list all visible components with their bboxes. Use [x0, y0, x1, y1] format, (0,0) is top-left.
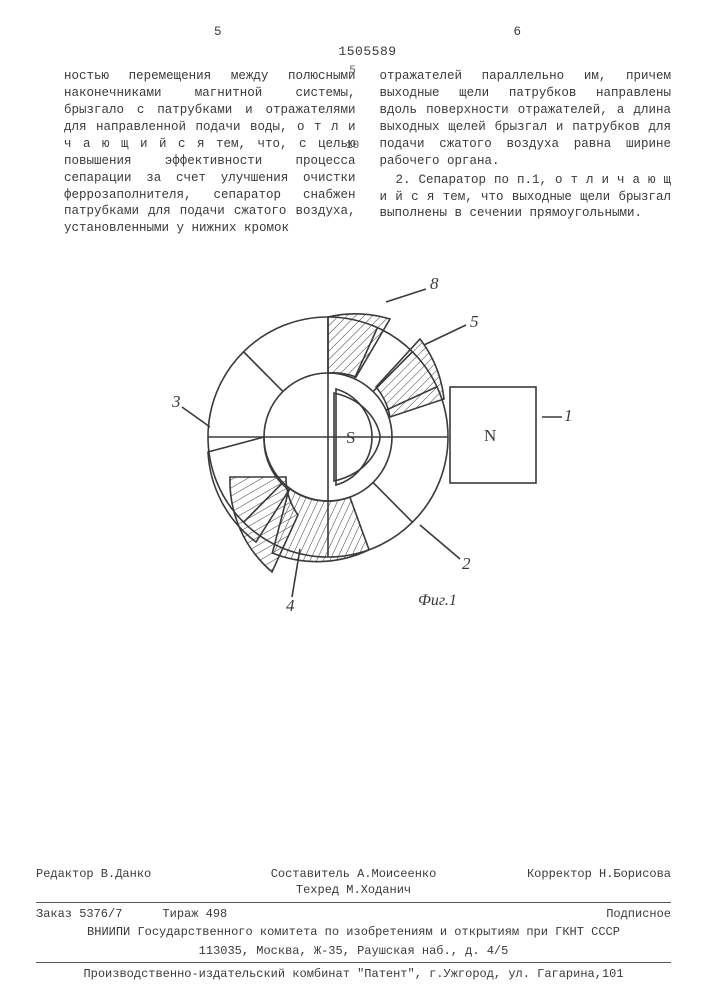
- left-column: ностью перемещения между полюсными након…: [64, 68, 356, 237]
- footer: Редактор В.Данко Составитель А.Моисеенко…: [36, 859, 671, 982]
- figure-1-drawing: [180, 277, 562, 597]
- figure-caption: Фиг.1: [418, 592, 457, 609]
- page-header: 5 6 1505589: [64, 24, 671, 60]
- figlabel-5: 5: [470, 312, 479, 331]
- footer-press: Производственно-издательский комбинат "П…: [36, 966, 671, 982]
- figure-container: 8 5 1 2 4 3 S N Фиг.1: [64, 267, 671, 617]
- figlabel-S: S: [346, 428, 355, 447]
- patent-number: 1505589: [64, 43, 671, 61]
- footer-orderline: Заказ 5376/7 Тираж 498 Подписное: [36, 906, 671, 922]
- left-col-text: ностью перемещения между полюсными након…: [64, 68, 356, 237]
- footer-tirazh: Тираж 498: [162, 906, 227, 922]
- footer-credits: Редактор В.Данко Составитель А.Моисеенко…: [36, 859, 671, 898]
- figlabel-8: 8: [430, 274, 439, 293]
- figlabel-4: 4: [286, 596, 295, 615]
- figlabel-3: 3: [171, 392, 181, 411]
- figlabel-1: 1: [564, 406, 573, 425]
- footer-order: Заказ 5376/7: [36, 906, 122, 922]
- linenum-10: 10: [346, 139, 359, 154]
- page: 5 6 1505589 5 10 ностью перемещения межд…: [0, 0, 707, 1000]
- linenum-5: 5: [349, 64, 356, 79]
- footer-corrector: Корректор Н.Борисова: [475, 866, 671, 898]
- colnum-right: 6: [513, 24, 521, 41]
- figlabel-2: 2: [462, 554, 471, 573]
- text-columns: ностью перемещения между полюсными након…: [64, 68, 671, 237]
- footer-rule-1: [36, 902, 671, 903]
- footer-tech: Техред М.Ходанич: [256, 882, 452, 898]
- right-col-text-1: отражателей параллельно им, причем выход…: [380, 68, 672, 169]
- right-column: отражателей параллельно им, причем выход…: [380, 68, 672, 237]
- colnum-left: 5: [214, 24, 222, 41]
- footer-rule-2: [36, 962, 671, 963]
- footer-compiler: Составитель А.Моисеенко: [256, 866, 452, 882]
- figlabel-N: N: [484, 426, 496, 445]
- footer-podpis: Подписное: [606, 906, 671, 922]
- footer-addr: 113035, Москва, Ж-35, Раушская наб., д. …: [36, 943, 671, 959]
- footer-editor: Редактор В.Данко: [36, 866, 232, 898]
- right-col-text-2: 2. Сепаратор по п.1, о т л и ч а ю щ и й…: [380, 172, 672, 223]
- figure-1-svg: 8 5 1 2 4 3 S N Фиг.1: [158, 267, 578, 617]
- line-numbers: 5 10: [346, 64, 359, 154]
- footer-org: ВНИИПИ Государственного комитета по изоб…: [36, 924, 671, 940]
